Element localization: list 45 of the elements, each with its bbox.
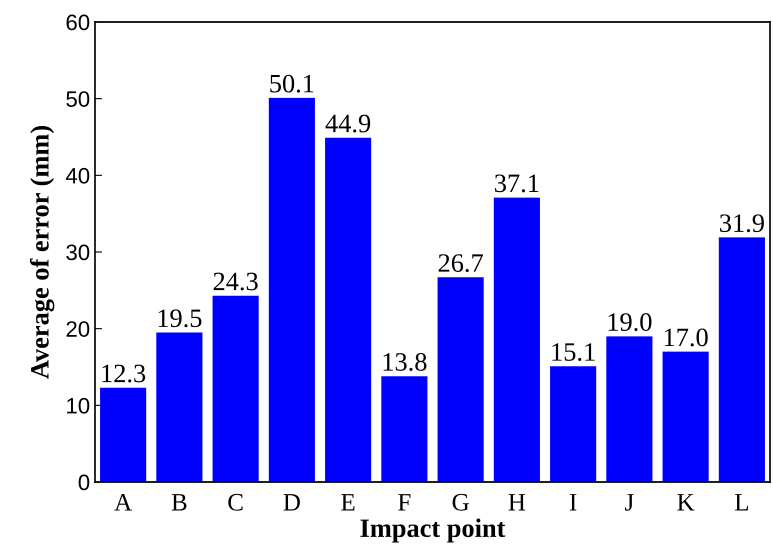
bar <box>438 277 484 482</box>
bar <box>156 332 202 482</box>
x-tick-label: E <box>341 494 355 510</box>
data-label: 17.0 <box>664 328 708 346</box>
x-tick-label: H <box>508 494 526 510</box>
data-label: 24.3 <box>214 272 258 290</box>
data-label: 31.9 <box>720 214 764 232</box>
y-tick-label: 20 <box>66 321 90 337</box>
bar <box>381 376 428 482</box>
data-label: 13.8 <box>384 353 426 371</box>
y-tick-label: 10 <box>67 398 90 414</box>
data-label: 26.7 <box>438 254 483 272</box>
x-tick-label: I <box>570 494 576 510</box>
bar <box>662 352 709 482</box>
data-label: 12.3 <box>102 364 146 382</box>
y-tick-label: 60 <box>66 14 90 30</box>
x-tick-label: K <box>677 494 694 510</box>
data-label: 19.5 <box>158 309 202 328</box>
data-label: 44.9 <box>326 114 370 133</box>
x-axis-title: Impact point <box>360 518 506 542</box>
data-label: 50.1 <box>270 74 314 93</box>
data-label: 37.1 <box>495 174 538 192</box>
bar <box>325 138 372 482</box>
bar <box>100 388 146 482</box>
bar <box>268 98 315 482</box>
x-tick-label: B <box>172 494 186 511</box>
y-tick-label: 40 <box>66 168 90 184</box>
x-tick-label: A <box>114 494 132 510</box>
bar <box>494 198 540 482</box>
bar <box>550 366 596 482</box>
y-tick-label: 30 <box>66 244 90 260</box>
bar <box>606 336 652 482</box>
y-tick-label: 50 <box>66 91 90 107</box>
data-label: 15.1 <box>552 343 595 361</box>
bar <box>718 237 765 482</box>
y-tick-label: 0 <box>78 474 90 490</box>
x-tick-label: C <box>228 494 243 511</box>
x-tick-label: D <box>284 494 300 511</box>
x-tick-label: G <box>452 494 469 511</box>
y-axis-title: Average of error (mm) <box>30 126 54 379</box>
data-label: 19.0 <box>608 313 652 332</box>
x-tick-label: L <box>734 494 748 510</box>
bar <box>212 296 259 482</box>
x-tick-label: J <box>625 494 634 511</box>
x-tick-label: F <box>398 494 410 510</box>
